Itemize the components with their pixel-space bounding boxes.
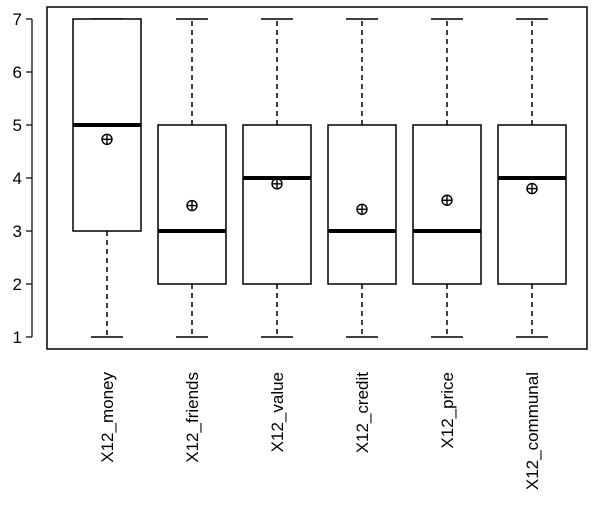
boxes-layer bbox=[72, 18, 567, 338]
y-tick-label: 3 bbox=[13, 222, 22, 241]
iqr-box bbox=[242, 124, 312, 285]
x-category-label: X12_friends bbox=[183, 372, 202, 463]
box-group bbox=[327, 18, 397, 338]
plot-frame bbox=[46, 6, 588, 350]
y-tick-label: 5 bbox=[13, 116, 22, 135]
x-category-label: X12_price bbox=[438, 372, 457, 449]
x-category-label: X12_money bbox=[98, 372, 117, 463]
x-axis-labels: X12_money X12_friends X12_value X12_credit X… bbox=[98, 372, 542, 491]
y-tick-label: 7 bbox=[13, 10, 22, 29]
box-group bbox=[72, 18, 142, 338]
iqr-box bbox=[497, 124, 567, 285]
x-category-label: X12_value bbox=[268, 372, 287, 452]
y-tick-label: 1 bbox=[13, 328, 22, 347]
box-group bbox=[242, 18, 312, 338]
box-group bbox=[497, 18, 567, 338]
y-tick-label: 4 bbox=[13, 169, 22, 188]
y-tick-label: 6 bbox=[13, 63, 22, 82]
y-axis: 1 2 3 4 5 6 7 bbox=[13, 10, 33, 347]
x-category-label: X12_communal bbox=[523, 372, 542, 490]
box-group bbox=[412, 18, 482, 338]
x-category-label: X12_credit bbox=[353, 372, 372, 454]
y-tick-label: 2 bbox=[13, 275, 22, 294]
box-group bbox=[157, 18, 227, 338]
